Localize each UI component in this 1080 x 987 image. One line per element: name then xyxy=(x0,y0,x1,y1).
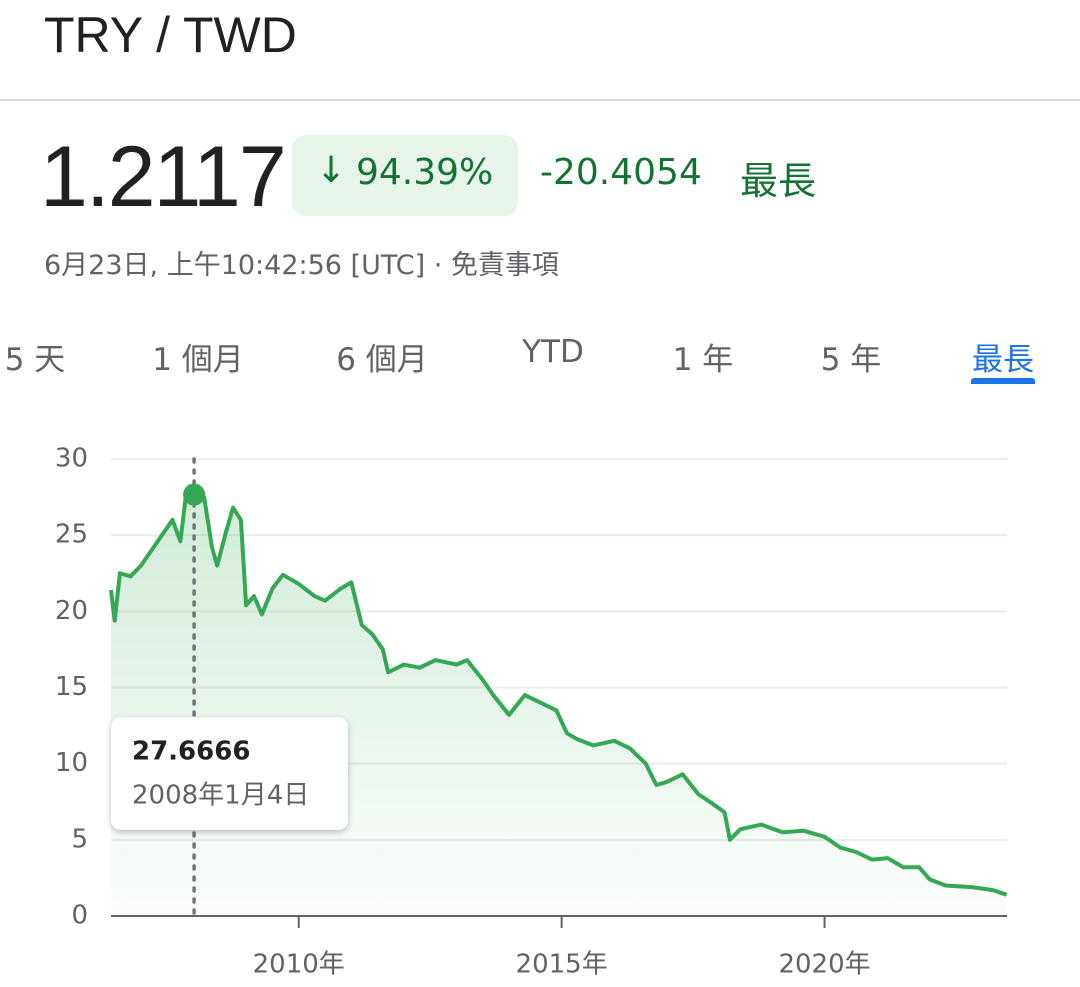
change-percent: 94.39% xyxy=(356,152,494,193)
range-tab[interactable]: 最長 xyxy=(972,342,1034,378)
change-value: -20.4054 xyxy=(540,152,702,193)
y-tick-label: 5 xyxy=(71,824,88,854)
range-label: 最長 xyxy=(740,159,817,203)
range-tab[interactable]: 1 個月 xyxy=(152,342,244,378)
y-tick-label: 15 xyxy=(55,672,88,702)
y-tick-label: 25 xyxy=(55,520,88,550)
range-tab[interactable]: 5 天 xyxy=(4,342,66,378)
price: 1.2117 xyxy=(40,129,287,225)
price-line xyxy=(109,492,1008,897)
tooltip-date: 2008年1月4日 xyxy=(132,781,309,811)
x-tick-label: 2010年 xyxy=(253,950,345,980)
down-arrow-icon: ↓ xyxy=(316,150,347,191)
timestamp: 6月23日, 上午10:42:56 [UTC] · 免責事項 xyxy=(44,250,559,281)
pair-title: TRY / TWD xyxy=(44,7,297,63)
selected-tab-indicator xyxy=(971,378,1035,384)
range-tab[interactable]: 1 年 xyxy=(672,342,734,378)
y-tick-label: 20 xyxy=(55,596,88,626)
y-tick-label: 0 xyxy=(71,901,88,931)
tooltip: 27.6666 2008年1月4日 xyxy=(111,717,348,830)
tooltip-value: 27.6666 xyxy=(132,737,250,767)
highlight-point xyxy=(183,483,206,506)
tooltip-box xyxy=(111,717,348,830)
range-tab[interactable]: 6 個月 xyxy=(336,342,428,378)
y-tick-label: 30 xyxy=(55,444,88,474)
x-tick-label: 2015年 xyxy=(516,950,608,980)
range-tab[interactable]: 5 年 xyxy=(820,342,882,378)
area-fill xyxy=(111,494,1007,916)
change-badge xyxy=(292,135,518,216)
x-tick-label: 2020年 xyxy=(778,950,870,980)
y-tick-label: 10 xyxy=(55,748,88,778)
divider xyxy=(0,99,1080,101)
range-tab[interactable]: YTD xyxy=(522,334,584,370)
